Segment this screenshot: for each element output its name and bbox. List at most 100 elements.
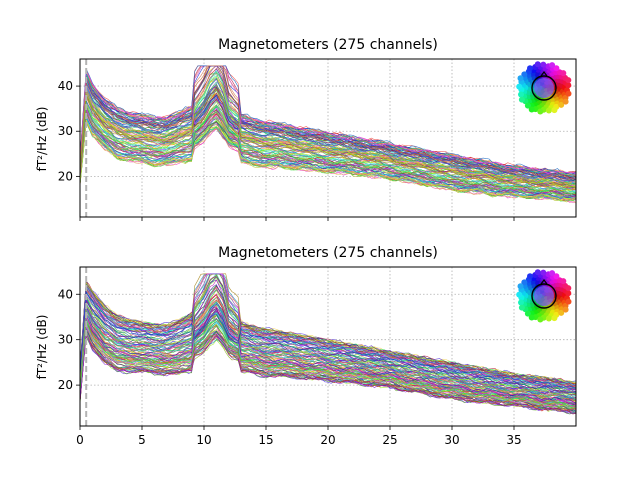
channel-trace — [79, 273, 577, 390]
channel-trace — [79, 305, 577, 399]
sensor-dot — [516, 83, 523, 90]
channel-trace — [79, 284, 577, 393]
sensor-dot — [565, 290, 572, 297]
panel-top-sensor-inset — [516, 61, 572, 115]
x-tick-label: 15 — [258, 433, 273, 447]
head-outline — [531, 75, 557, 101]
panel-top: Magnetometers (275 channels) fT²/Hz (dB)… — [35, 37, 577, 221]
channel-trace — [79, 105, 577, 195]
sensor-dot — [534, 269, 541, 276]
panel-bottom-ticks: 0 5 10 15 20 25 30 35 20 30 40 — [58, 287, 522, 447]
channel-trace — [79, 65, 577, 179]
channel-trace — [79, 111, 577, 196]
sensor-dot — [518, 299, 524, 306]
channel-trace — [79, 65, 577, 182]
sensor-dot — [551, 315, 558, 322]
sensor-dot — [537, 316, 544, 323]
sensor-dot — [521, 71, 528, 78]
sensor-dot — [518, 91, 524, 98]
panel-bottom-title: Magnetometers (275 channels) — [218, 245, 438, 261]
head-center — [534, 286, 554, 306]
sensor-dot — [534, 61, 541, 68]
channel-trace — [79, 280, 577, 385]
sensor-dot — [565, 90, 572, 97]
channel-trace — [79, 324, 577, 409]
channel-trace — [79, 291, 577, 389]
channel-trace — [79, 70, 577, 175]
sensor-dot — [549, 62, 556, 69]
sensor-dot — [565, 298, 572, 305]
panel-top-ylabel: fT²/Hz (dB) — [35, 107, 49, 172]
channel-trace — [79, 311, 577, 406]
sensor-dot — [528, 314, 535, 321]
channel-trace — [79, 296, 577, 399]
sensor-dot — [540, 269, 547, 276]
y-tick-label: 20 — [58, 169, 73, 183]
channel-trace — [79, 95, 577, 190]
channel-trace — [79, 297, 577, 401]
channel-trace — [79, 119, 577, 204]
channel-trace — [79, 289, 577, 389]
sensor-dot — [553, 273, 560, 280]
channel-trace — [79, 285, 577, 394]
panel-bottom-sensor-inset — [516, 269, 572, 323]
x-tick-label: 30 — [444, 433, 459, 447]
sensor-dot — [565, 77, 572, 84]
channel-trace — [79, 324, 577, 409]
panel-bottom-channel-traces — [79, 273, 577, 415]
channel-trace — [79, 86, 577, 189]
x-tick-label: 35 — [506, 433, 521, 447]
channel-trace — [79, 88, 577, 191]
y-tick-label: 30 — [58, 124, 73, 138]
sensor-dot — [524, 310, 531, 317]
sensor-dot — [528, 106, 535, 113]
sensor-dot — [558, 309, 565, 316]
sensor-layout-head-icon — [516, 61, 572, 115]
channel-trace — [79, 332, 577, 412]
sensor-dot — [553, 65, 560, 72]
channel-trace — [79, 333, 577, 415]
channel-trace — [79, 116, 577, 199]
channel-trace — [79, 306, 577, 405]
sensor-dot — [545, 107, 552, 114]
channel-trace — [79, 327, 577, 412]
channel-trace — [79, 308, 577, 401]
sensor-dot — [549, 270, 556, 277]
y-tick-label: 20 — [58, 378, 73, 392]
sensor-dot — [551, 107, 558, 114]
channel-trace — [79, 107, 577, 197]
channel-trace — [79, 65, 577, 180]
sensor-dot — [562, 306, 569, 313]
channel-trace — [79, 274, 577, 384]
channel-trace — [79, 87, 577, 187]
head-center — [534, 78, 554, 98]
sensor-dot — [517, 75, 524, 82]
sensor-dot — [558, 101, 565, 108]
sensor-dot — [562, 98, 569, 105]
channel-trace — [79, 317, 577, 409]
head-nose — [540, 279, 548, 285]
x-tick-label: 0 — [76, 433, 84, 447]
sensor-dot — [560, 70, 567, 77]
channel-trace — [79, 104, 577, 194]
head-outline — [531, 283, 557, 309]
channel-trace — [79, 119, 577, 202]
sensor-dot — [524, 102, 531, 109]
sensor-dot — [565, 285, 572, 292]
sensor-dot — [518, 96, 525, 103]
channel-trace — [79, 76, 577, 188]
panel-top-ticks: 20 30 40 — [58, 79, 515, 221]
channel-trace — [79, 273, 577, 391]
channel-trace — [79, 72, 577, 176]
head-nose — [540, 71, 548, 77]
sensor-dot — [527, 65, 533, 72]
y-tick-label: 30 — [58, 333, 73, 347]
channel-trace — [79, 89, 577, 189]
channel-trace — [79, 310, 577, 404]
channel-trace — [79, 310, 577, 402]
sensor-dot — [565, 82, 572, 89]
sensor-dot — [521, 279, 528, 286]
channel-trace — [79, 320, 577, 409]
sensor-dot — [545, 315, 552, 322]
